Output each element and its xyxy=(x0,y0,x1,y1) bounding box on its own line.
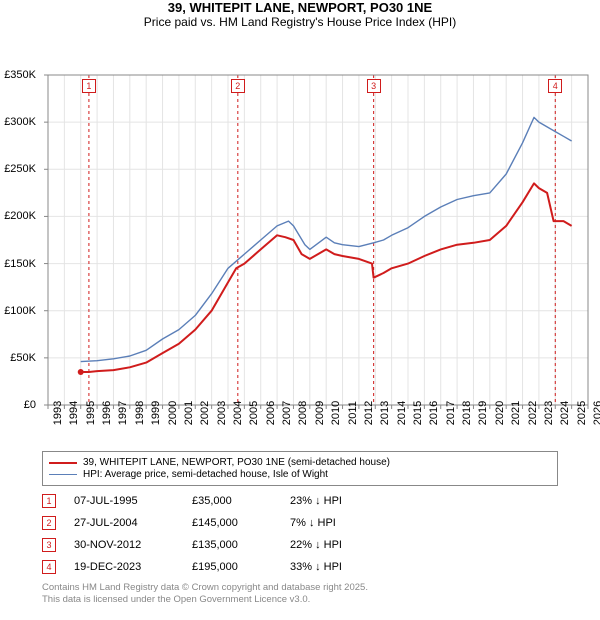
transaction-price: £135,000 xyxy=(192,539,272,551)
x-tick-label: 2017 xyxy=(445,401,457,425)
x-tick-label: 2026 xyxy=(592,401,600,425)
x-tick-label: 1997 xyxy=(117,401,129,425)
transaction-diff: 33% ↓ HPI xyxy=(290,561,390,573)
page-title: 39, WHITEPIT LANE, NEWPORT, PO30 1NE xyxy=(0,0,600,15)
x-tick-label: 2008 xyxy=(297,401,309,425)
transaction-row: 3 30-NOV-2012 £135,000 22% ↓ HPI xyxy=(42,538,558,552)
x-tick-label: 2011 xyxy=(347,401,359,425)
x-tick-label: 2013 xyxy=(379,401,391,425)
line-chart xyxy=(6,33,600,445)
chart-marker-4: 4 xyxy=(548,79,562,93)
x-tick-label: 2005 xyxy=(248,401,260,425)
chart-marker-1: 1 xyxy=(82,79,96,93)
y-tick-label: £250K xyxy=(4,163,36,175)
legend-label: HPI: Average price, semi-detached house,… xyxy=(83,469,328,480)
x-tick-label: 1993 xyxy=(52,401,64,425)
legend-item: HPI: Average price, semi-detached house,… xyxy=(49,469,551,480)
chart-area: £0 £50K £100K £150K £200K £250K £300K £350K 199… xyxy=(6,33,594,445)
transaction-price: £35,000 xyxy=(192,495,272,507)
transaction-row: 4 19-DEC-2023 £195,000 33% ↓ HPI xyxy=(42,560,558,574)
legend-swatch xyxy=(49,462,77,464)
y-tick-label: £150K xyxy=(4,258,36,270)
transaction-price: £195,000 xyxy=(192,561,272,573)
x-tick-label: 1999 xyxy=(150,401,162,425)
y-tick-label: £50K xyxy=(10,352,36,364)
legend-swatch xyxy=(49,474,77,475)
transaction-marker: 1 xyxy=(42,494,56,508)
x-tick-label: 2022 xyxy=(527,401,539,425)
transaction-date: 30-NOV-2012 xyxy=(74,539,174,551)
y-tick-label: £300K xyxy=(4,116,36,128)
transaction-diff: 7% ↓ HPI xyxy=(290,517,390,529)
x-tick-label: 2002 xyxy=(199,401,211,425)
transaction-row: 2 27-JUL-2004 £145,000 7% ↓ HPI xyxy=(42,516,558,530)
x-tick-label: 2018 xyxy=(461,401,473,425)
x-tick-label: 2020 xyxy=(494,401,506,425)
x-tick-label: 1995 xyxy=(85,401,97,425)
legend-label: 39, WHITEPIT LANE, NEWPORT, PO30 1NE (se… xyxy=(83,457,390,468)
x-tick-label: 2025 xyxy=(576,401,588,425)
transaction-row: 1 07-JUL-1995 £35,000 23% ↓ HPI xyxy=(42,494,558,508)
x-tick-label: 2016 xyxy=(428,401,440,425)
legend: 39, WHITEPIT LANE, NEWPORT, PO30 1NE (se… xyxy=(42,451,558,486)
x-tick-label: 1996 xyxy=(101,401,113,425)
footer-line1: Contains HM Land Registry data © Crown c… xyxy=(42,582,558,594)
transaction-table: 1 07-JUL-1995 £35,000 23% ↓ HPI 2 27-JUL-2004… xyxy=(42,494,558,574)
x-tick-label: 1994 xyxy=(68,401,80,425)
x-tick-label: 2012 xyxy=(363,401,375,425)
transaction-diff: 23% ↓ HPI xyxy=(290,495,390,507)
x-tick-label: 2023 xyxy=(543,401,555,425)
y-tick-label: £350K xyxy=(4,69,36,81)
x-tick-label: 2004 xyxy=(232,401,244,425)
transaction-date: 27-JUL-2004 xyxy=(74,517,174,529)
x-tick-label: 2006 xyxy=(265,401,277,425)
x-tick-label: 2015 xyxy=(412,401,424,425)
x-tick-label: 2000 xyxy=(167,401,179,425)
x-tick-label: 2001 xyxy=(183,401,195,425)
transaction-price: £145,000 xyxy=(192,517,272,529)
x-tick-label: 2003 xyxy=(216,401,228,425)
transaction-marker: 3 xyxy=(42,538,56,552)
footer-line2: This data is licensed under the Open Gov… xyxy=(42,594,558,606)
x-tick-label: 2014 xyxy=(396,401,408,425)
x-tick-label: 2007 xyxy=(281,401,293,425)
chart-marker-2: 2 xyxy=(231,79,245,93)
transaction-date: 07-JUL-1995 xyxy=(74,495,174,507)
page-subtitle: Price paid vs. HM Land Registry's House … xyxy=(0,15,600,29)
chart-marker-3: 3 xyxy=(367,79,381,93)
x-tick-label: 2021 xyxy=(510,401,522,425)
y-tick-label: £0 xyxy=(24,399,36,411)
x-tick-label: 2010 xyxy=(330,401,342,425)
x-tick-label: 2019 xyxy=(477,401,489,425)
legend-item: 39, WHITEPIT LANE, NEWPORT, PO30 1NE (se… xyxy=(49,457,551,468)
y-tick-label: £100K xyxy=(4,305,36,317)
transaction-date: 19-DEC-2023 xyxy=(74,561,174,573)
footer: Contains HM Land Registry data © Crown c… xyxy=(42,582,558,607)
x-tick-label: 2009 xyxy=(314,401,326,425)
transaction-diff: 22% ↓ HPI xyxy=(290,539,390,551)
transaction-marker: 2 xyxy=(42,516,56,530)
transaction-marker: 4 xyxy=(42,560,56,574)
x-tick-label: 2024 xyxy=(559,401,571,425)
x-tick-label: 1998 xyxy=(134,401,146,425)
y-tick-label: £200K xyxy=(4,210,36,222)
